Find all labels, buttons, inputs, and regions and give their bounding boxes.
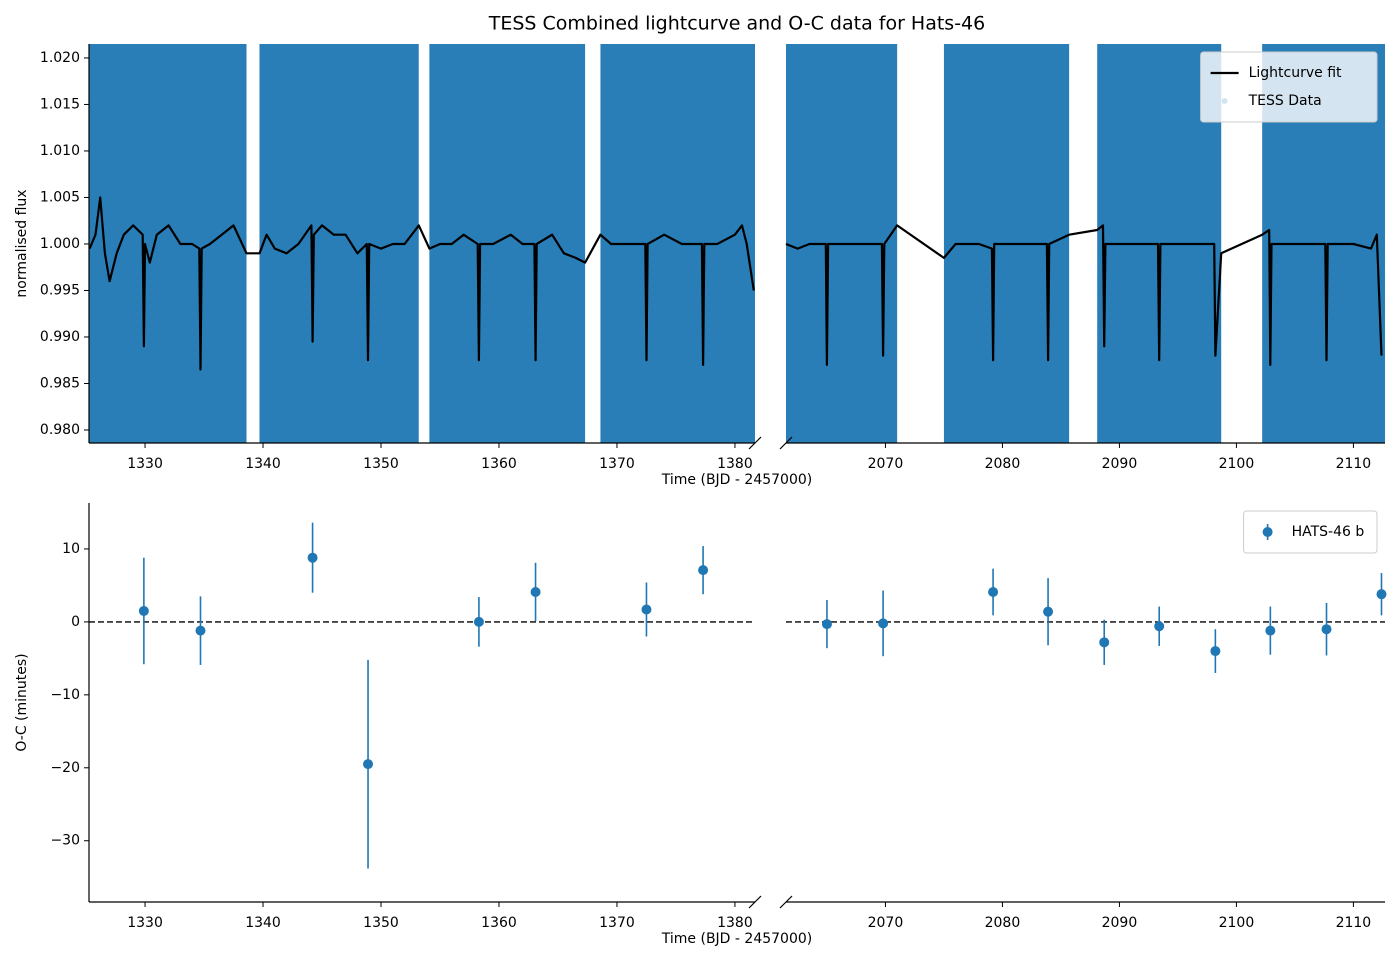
x-tick-label: 2080 [985,456,1021,472]
axis-break [779,436,793,450]
legend-label: TESS Data [1248,93,1322,109]
x-tick-label: 1330 [127,915,163,931]
plot-area [88,44,1385,443]
data-point [1376,589,1387,600]
x-tick-label: 1380 [717,456,753,472]
data-point [1043,606,1054,617]
x-tick-label: 1370 [599,456,635,472]
y-axis-label: O-C (minutes) [14,653,30,751]
x-tick-label: 2090 [1102,915,1138,931]
data-point [530,586,541,597]
y-tick-label: 1.005 [40,189,80,205]
plot-area [89,522,1387,869]
legend-label: Lightcurve fit [1249,65,1342,81]
data-point [821,619,832,630]
x-tick-label: 2070 [868,915,904,931]
x-tick-label: 1360 [481,456,517,472]
data-point [1321,624,1332,635]
x-tick-label: 1380 [717,915,753,931]
x-tick-label: 2080 [985,915,1021,931]
x-axis-label: Time (BJD - 2457000) [661,931,812,947]
x-tick-label: 1350 [363,456,399,472]
y-tick-label: 0.985 [40,375,80,391]
x-tick-label: 1340 [245,456,281,472]
fit-line [785,224,1383,366]
y-tick-label: 0 [71,614,80,630]
x-tick-label: 2100 [1219,915,1255,931]
axis-break [748,436,762,450]
fit-line [88,196,755,371]
data-point [1210,646,1221,657]
data-point [138,605,149,616]
data-point [363,759,374,770]
y-tick-label: 1.000 [40,236,80,252]
legend-box [1243,510,1378,554]
y-tick-label: 1.015 [40,96,80,112]
legend-swatch [1262,527,1273,537]
data-point [1265,625,1276,636]
data-point [195,625,206,636]
legend-box [1200,51,1378,123]
data-point [698,565,709,576]
legend-label: HATS-46 b [1292,524,1365,540]
y-tick-label: 1.020 [40,50,80,66]
axis-break [779,895,793,909]
x-tick-label: 1350 [363,915,399,931]
chart-title: TESS Combined lightcurve and O-C data fo… [488,13,985,35]
x-tick-label: 2070 [868,456,904,472]
y-tick-label: −20 [50,760,80,776]
y-tick-label: 0.995 [40,282,80,298]
x-tick-label: 1370 [599,915,635,931]
data-point [878,618,889,629]
x-tick-label: 2110 [1336,456,1372,472]
x-tick-label: 1330 [127,456,163,472]
x-tick-label: 2110 [1336,915,1372,931]
data-point [1099,637,1110,648]
y-tick-label: 1.010 [40,143,80,159]
y-tick-label: 10 [62,541,80,557]
y-tick-label: 0.980 [40,422,80,438]
y-tick-label: 0.990 [40,329,80,345]
data-point [1154,621,1165,632]
x-tick-label: 2090 [1102,456,1138,472]
legend-swatch [1221,98,1228,104]
data-point [641,604,652,615]
y-axis-label: normalised flux [14,189,30,297]
x-tick-label: 2100 [1219,456,1255,472]
data-point [473,616,484,627]
x-axis-label: Time (BJD - 2457000) [661,472,812,488]
data-point [307,552,318,563]
y-tick-label: −10 [50,687,80,703]
data-band [429,44,586,443]
x-tick-label: 1360 [481,915,517,931]
data-band [89,44,247,443]
x-tick-label: 1340 [245,915,281,931]
axis-break [748,895,762,909]
y-tick-label: −30 [50,833,80,849]
data-point [988,586,999,597]
